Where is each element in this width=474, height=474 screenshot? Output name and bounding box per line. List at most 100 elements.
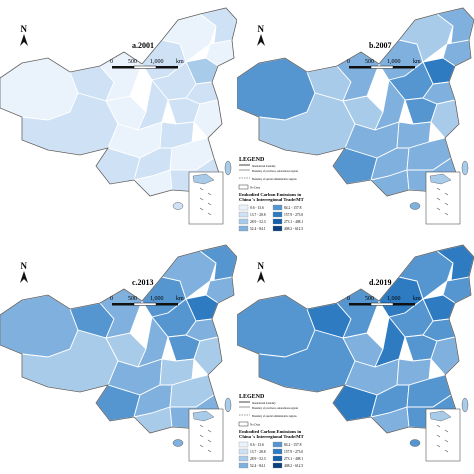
scale-seg-2 — [133, 302, 157, 306]
scale-label-1000: 1,000 — [150, 59, 164, 65]
north-arrow-icon — [257, 34, 265, 46]
legend-bin-label-2: 28.9 - 52.3 — [250, 457, 266, 461]
inset-dash-5 — [444, 212, 449, 216]
inset-dash-2 — [199, 197, 204, 201]
hainan-island — [409, 439, 421, 447]
legend-bin-label-3: 52.4 - 84.1 — [250, 464, 266, 468]
map-svg-a: Na.2001 0 500 1,000 km — [0, 7, 237, 225]
map-svg-d: Nd.2019 0 500 1,000 km LEGEND International bo… — [237, 244, 474, 469]
legend-swatch-2 — [238, 455, 249, 462]
inset-dash-1 — [207, 192, 212, 196]
scale-label-500: 500 — [365, 59, 374, 65]
legend: LEGEND International boundary Boundary of … — [238, 394, 304, 469]
taiwan-island — [461, 160, 469, 176]
inset-dash-0 — [436, 187, 441, 191]
legend-bin-label-7: 408.2 - 612.5 — [284, 227, 303, 231]
north-label: N — [21, 261, 28, 271]
legend-swatch-7 — [272, 462, 283, 469]
south-sea-inset — [425, 171, 461, 225]
north-arrow: N — [20, 261, 28, 283]
panel-title: d.2019 — [369, 278, 391, 287]
legend-bin-label-0: 0.6 - 13.6 — [250, 443, 264, 447]
legend-swatch-6 — [272, 218, 283, 225]
hainan-island — [409, 202, 421, 210]
legend-item-0: International boundary — [252, 402, 276, 405]
scale-seg-3 — [156, 303, 178, 306]
taiwan-island — [461, 397, 469, 413]
legend-bin-label-4: 84.2 - 157.8 — [284, 443, 302, 447]
legend-swatch-0 — [238, 204, 249, 211]
legend-swatch-7 — [272, 225, 283, 232]
legend-swatch-6 — [272, 455, 283, 462]
inset-dash-5 — [207, 212, 212, 216]
legend-item-2: Boundary of special administrative regio… — [252, 178, 297, 181]
country-outline — [0, 7, 237, 197]
scale-label-500: 500 — [365, 296, 374, 302]
province-0 — [0, 294, 79, 358]
scale-bar: 0 500 1,000 km — [347, 296, 421, 306]
legend-title-line2: China 's Interregional Trade/MT — [239, 434, 304, 439]
scale-label-0: 0 — [110, 59, 113, 65]
north-arrow: N — [257, 24, 265, 46]
legend-swatch-0 — [238, 441, 249, 448]
legend-swatch-4 — [272, 441, 283, 448]
inset-dash-0 — [199, 424, 204, 428]
legend-title-line2: China 's Interregional Trade/MT — [239, 197, 304, 202]
legend-bin-label-4: 84.2 - 157.8 — [284, 206, 302, 210]
inset-dash-2 — [436, 197, 441, 201]
scale-label-1000: 1,000 — [387, 59, 401, 65]
inset-coast — [429, 173, 452, 185]
scale-label-500: 500 — [128, 296, 137, 302]
panel-title: c.2013 — [132, 278, 154, 287]
inset-coast — [429, 410, 452, 422]
scale-label-0: 0 — [347, 296, 350, 302]
scale-seg-1 — [112, 303, 134, 306]
inset-dash-0 — [199, 187, 204, 191]
legend-bin-label-0: 0.6 - 13.6 — [250, 206, 264, 210]
map-svg-b: Nb.2007 0 500 1,000 km LEGEND International bo… — [237, 7, 474, 232]
inset-dash-3 — [444, 439, 449, 443]
inset-dash-5 — [444, 449, 449, 453]
legend-bin-label-1: 13.7 - 28.8 — [250, 213, 266, 217]
province-0 — [237, 294, 316, 358]
legend-swatch-1 — [238, 448, 249, 455]
country-outline — [237, 7, 474, 197]
scale-seg-3 — [393, 303, 415, 306]
inset-dash-1 — [444, 429, 449, 433]
legend-item-1: Boundary of provinces, autonomous region… — [252, 407, 298, 410]
inset-dash-3 — [207, 439, 212, 443]
inset-dash-4 — [199, 444, 204, 448]
legend-swatch-1 — [238, 211, 249, 218]
north-label: N — [258, 261, 265, 271]
legend-swatch-5 — [272, 211, 283, 218]
scale-seg-2 — [370, 302, 394, 306]
legend-heading: LEGEND — [239, 157, 265, 163]
scale-seg-2 — [370, 65, 394, 69]
taiwan-island — [224, 397, 232, 413]
north-arrow: N — [257, 261, 265, 283]
inset-dash-4 — [436, 207, 441, 211]
legend-swatch-3 — [238, 225, 249, 232]
legend-bin-label-5: 157.9 - 273.0 — [284, 450, 303, 454]
scale-label-0: 0 — [347, 59, 350, 65]
scale-label-500: 500 — [128, 59, 137, 65]
inset-dash-4 — [199, 207, 204, 211]
scale-label-1000: 1,000 — [387, 296, 401, 302]
province-layer — [237, 244, 474, 434]
scale-label-0: 0 — [110, 296, 113, 302]
south-sea-inset — [188, 408, 224, 462]
legend-heading: LEGEND — [239, 394, 265, 400]
inset-coast — [192, 173, 215, 185]
legend-bin-label-1: 13.7 - 28.8 — [250, 450, 266, 454]
inset-dash-1 — [207, 429, 212, 433]
inset-dash-3 — [207, 202, 212, 206]
inset-dash-1 — [444, 192, 449, 196]
legend-swatch-3 — [238, 462, 249, 469]
inset-dash-4 — [436, 444, 441, 448]
north-label: N — [258, 24, 265, 34]
scale-label-1000: 1,000 — [150, 296, 164, 302]
